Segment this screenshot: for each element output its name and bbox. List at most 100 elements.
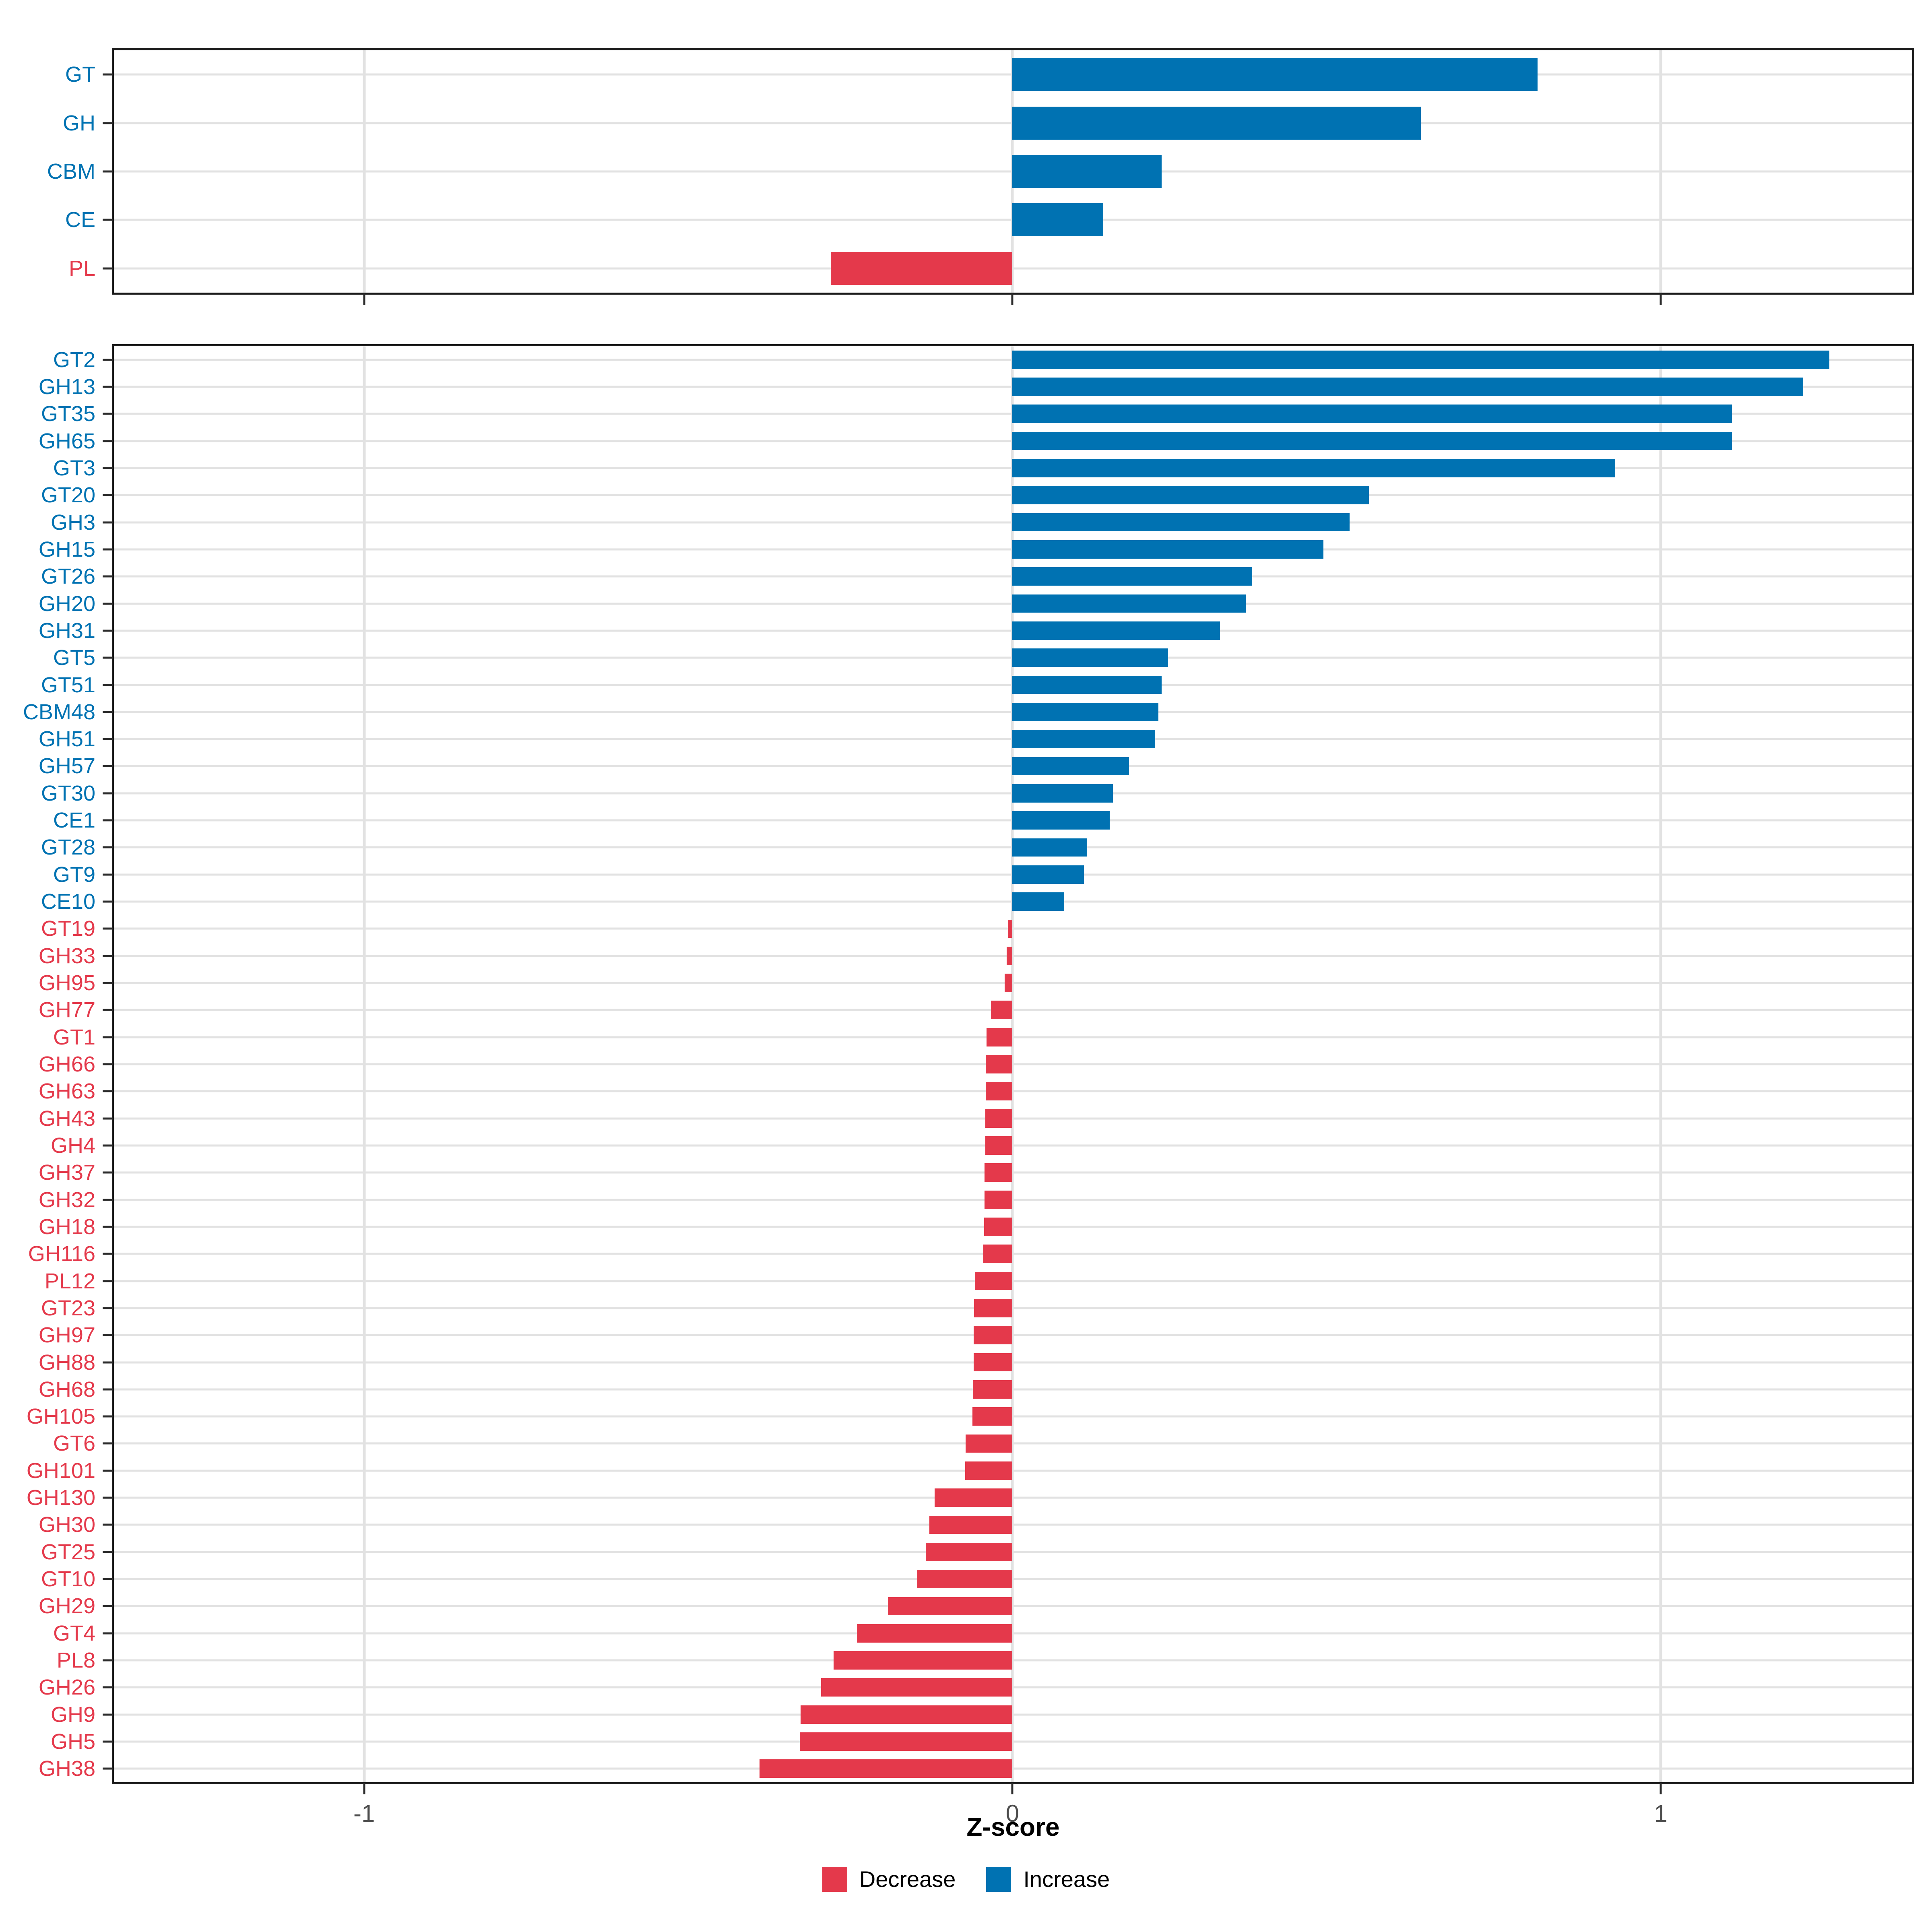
- category-label-GT20: GT20: [41, 483, 95, 508]
- gridline-y-GT23: [114, 1307, 1912, 1309]
- bar-GH105: [972, 1407, 1013, 1426]
- category-label-GH29: GH29: [38, 1594, 95, 1618]
- category-label-GT9: GT9: [53, 862, 95, 887]
- gridline-y-GH97: [114, 1334, 1912, 1336]
- y-tick-GH105: [103, 1415, 113, 1418]
- category-label-GH20: GH20: [38, 591, 95, 616]
- gridline-y-GT19: [114, 927, 1912, 930]
- bar-GH30: [929, 1515, 1013, 1534]
- bar-GH9: [800, 1705, 1013, 1724]
- gridline-y-GH38: [114, 1767, 1912, 1770]
- category-label-GH31: GH31: [38, 618, 95, 643]
- y-tick-GH38: [103, 1767, 113, 1770]
- y-tick-GH20: [103, 603, 113, 605]
- category-label-GT6: GT6: [53, 1431, 95, 1456]
- bar-GT5: [1012, 648, 1168, 667]
- bar-CE10: [1012, 892, 1065, 911]
- bar-GH20: [1012, 594, 1246, 613]
- y-tick-GH97: [103, 1334, 113, 1336]
- y-tick-CE: [103, 219, 113, 221]
- y-tick-PL8: [103, 1659, 113, 1662]
- y-tick-GH29: [103, 1605, 113, 1607]
- bar-PL: [831, 252, 1013, 285]
- y-tick-GT51: [103, 684, 113, 686]
- y-tick-GH: [103, 122, 113, 124]
- category-label-GH26: GH26: [38, 1675, 95, 1700]
- y-tick-GT3: [103, 467, 113, 469]
- gridline-y-PL12: [114, 1280, 1912, 1282]
- gridline-y-GH68: [114, 1388, 1912, 1391]
- y-tick-GT6: [103, 1442, 113, 1445]
- bar-CBM: [1012, 155, 1162, 188]
- category-label-GH77: GH77: [38, 998, 95, 1022]
- bar-GH29: [888, 1597, 1013, 1616]
- y-tick-GT10: [103, 1578, 113, 1580]
- bar-GT4: [857, 1624, 1013, 1643]
- y-tick-GT5: [103, 656, 113, 659]
- x-axis-title: Z-score: [966, 1812, 1060, 1841]
- gridline-y-GH18: [114, 1226, 1912, 1228]
- x-tick--1: [363, 293, 365, 305]
- category-label-GH63: GH63: [38, 1079, 95, 1104]
- gridline-y-GH105: [114, 1415, 1912, 1418]
- bar-GH5: [800, 1732, 1013, 1751]
- category-label-GH37: GH37: [38, 1160, 95, 1185]
- category-label-GH65: GH65: [38, 429, 95, 453]
- bar-GT26: [1012, 567, 1253, 586]
- bar-GT35: [1012, 405, 1732, 423]
- bar-GH4: [985, 1136, 1013, 1155]
- y-tick-GH130: [103, 1496, 113, 1499]
- bar-GT10: [917, 1570, 1013, 1588]
- category-label-GH4: GH4: [50, 1133, 95, 1158]
- y-tick-GH18: [103, 1226, 113, 1228]
- category-label-GT25: GT25: [41, 1540, 95, 1564]
- y-tick-GH3: [103, 521, 113, 524]
- gridline-y-GH101: [114, 1470, 1912, 1472]
- gridline-y-GH26: [114, 1686, 1912, 1688]
- x-tick-1: [1660, 293, 1662, 305]
- category-label-CBM48: CBM48: [23, 700, 95, 724]
- bar-GT20: [1012, 486, 1369, 505]
- gridline-y-GH30: [114, 1523, 1912, 1526]
- bar-GH15: [1012, 540, 1324, 559]
- gridline-y-GT4: [114, 1632, 1912, 1635]
- x-tick-0: [1011, 1783, 1013, 1794]
- category-label-GT4: GT4: [53, 1621, 95, 1645]
- category-label-PL8: PL8: [56, 1648, 95, 1673]
- bar-GH13: [1012, 378, 1804, 396]
- bar-GH95: [1005, 974, 1013, 992]
- bar-GH33: [1006, 946, 1013, 965]
- y-tick-GH63: [103, 1090, 113, 1092]
- y-tick-GT9: [103, 873, 113, 876]
- bar-PL8: [833, 1651, 1013, 1670]
- legend-item-increase: Increase: [986, 1867, 1110, 1892]
- legend-label-increase: Increase: [1023, 1866, 1110, 1892]
- bar-GT3: [1012, 459, 1616, 477]
- category-label-GT28: GT28: [41, 835, 95, 860]
- y-tick-GT28: [103, 846, 113, 848]
- gridline-y-GH63: [114, 1090, 1912, 1092]
- bar-CE: [1012, 203, 1103, 237]
- gridline-y-PL8: [114, 1659, 1912, 1662]
- panel-class-summary: GT GH CBM CE PL: [47, 48, 1914, 305]
- gridline-y-GH116: [114, 1253, 1912, 1255]
- bar-GH31: [1012, 621, 1220, 640]
- category-label-GT10: GT10: [41, 1567, 95, 1591]
- y-tick-PL12: [103, 1280, 113, 1282]
- category-label-GH38: GH38: [38, 1757, 95, 1781]
- category-label-GH43: GH43: [38, 1106, 95, 1131]
- bar-GH68: [973, 1380, 1013, 1399]
- gridline-y-GT1: [114, 1036, 1912, 1038]
- y-tick-GH68: [103, 1388, 113, 1391]
- y-tick-GT4: [103, 1632, 113, 1635]
- category-label-GH105: GH105: [26, 1404, 95, 1429]
- y-tick-GH77: [103, 1009, 113, 1011]
- gridline-y-GH66: [114, 1063, 1912, 1065]
- bar-GH63: [986, 1082, 1013, 1101]
- y-tick-GH13: [103, 386, 113, 388]
- bar-PL12: [974, 1271, 1013, 1290]
- legend: Decrease Increase: [0, 1867, 1932, 1892]
- gridline-y-GH4: [114, 1144, 1912, 1147]
- y-tick-CE1: [103, 819, 113, 822]
